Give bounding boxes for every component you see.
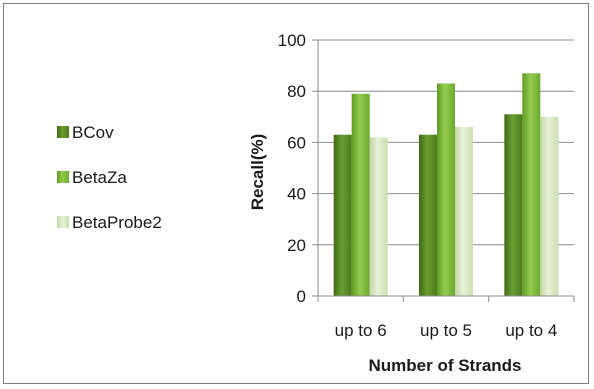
bar-bcov-3 — [504, 114, 523, 297]
bar-betaprobe2-1 — [369, 137, 388, 296]
x-tick-label: up to 5 — [420, 321, 472, 340]
legend-label-bcov: BCov — [72, 123, 114, 142]
legend-swatch-bcov — [57, 126, 69, 138]
bar-bcov-1 — [333, 134, 352, 296]
x-tick-labels: up to 6 up to 5 up to 4 — [335, 321, 558, 340]
bar-betaza-1 — [351, 93, 370, 296]
bar-betaprobe2-2 — [455, 127, 473, 296]
bar-bcov-2 — [419, 134, 437, 296]
axes — [312, 39, 575, 302]
bar-betaza-3 — [522, 73, 541, 296]
x-tick-label: up to 4 — [505, 321, 557, 340]
y-tick-label: 80 — [287, 82, 306, 101]
legend-item-bcov: BCov — [57, 123, 114, 142]
y-tick-label: 60 — [287, 133, 306, 152]
y-tick-label: 0 — [297, 287, 306, 306]
legend-swatch-betaza — [57, 171, 69, 183]
y-tick-labels: 0 20 40 60 80 100 — [278, 31, 306, 306]
x-tick-label: up to 6 — [335, 321, 387, 340]
legend-item-betaza: BetaZa — [57, 168, 127, 187]
bars — [333, 73, 559, 297]
y-axis-title: Recall(%) — [248, 134, 267, 211]
legend-item-betaprobe2: BetaProbe2 — [57, 213, 162, 232]
bar-betaprobe2-3 — [540, 116, 559, 296]
legend-swatch-betaprobe2 — [57, 216, 69, 228]
x-axis-title: Number of Strands — [368, 356, 521, 375]
legend-label-betaprobe2: BetaProbe2 — [72, 213, 162, 232]
y-tick-label: 100 — [278, 31, 306, 50]
bar-betaza-2 — [437, 83, 455, 297]
legend-label-betaza: BetaZa — [72, 168, 127, 187]
legend: BCov BetaZa BetaProbe2 — [57, 123, 162, 232]
y-tick-label: 40 — [287, 185, 306, 204]
y-tick-label: 20 — [287, 236, 306, 255]
